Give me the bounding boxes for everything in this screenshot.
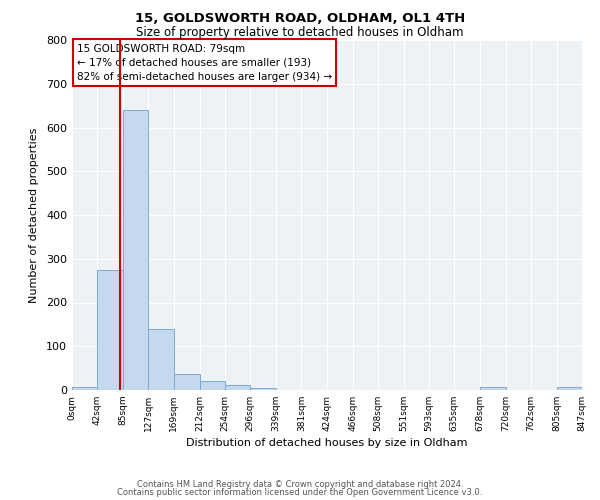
Bar [174,374,200,390]
Bar [557,386,582,390]
Text: Contains public sector information licensed under the Open Government Licence v3: Contains public sector information licen… [118,488,482,497]
Text: 15 GOLDSWORTH ROAD: 79sqm
← 17% of detached houses are smaller (193)
82% of semi: 15 GOLDSWORTH ROAD: 79sqm ← 17% of detac… [77,44,332,82]
Bar [72,386,97,390]
Text: Size of property relative to detached houses in Oldham: Size of property relative to detached ho… [136,26,464,39]
Bar [250,388,276,390]
Bar [480,386,506,390]
Bar [97,270,123,390]
Text: Contains HM Land Registry data © Crown copyright and database right 2024.: Contains HM Land Registry data © Crown c… [137,480,463,489]
Bar [148,329,174,390]
Y-axis label: Number of detached properties: Number of detached properties [29,128,39,302]
Text: 15, GOLDSWORTH ROAD, OLDHAM, OL1 4TH: 15, GOLDSWORTH ROAD, OLDHAM, OL1 4TH [135,12,465,26]
Bar [225,385,250,390]
Bar [200,381,225,390]
Bar [123,110,148,390]
X-axis label: Distribution of detached houses by size in Oldham: Distribution of detached houses by size … [186,438,468,448]
